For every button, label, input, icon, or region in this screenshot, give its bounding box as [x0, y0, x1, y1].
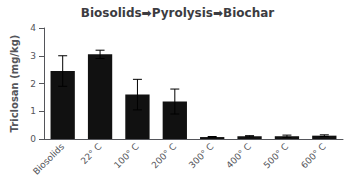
svg-text:400° C: 400° C — [224, 141, 253, 170]
svg-text:4: 4 — [30, 23, 36, 33]
svg-text:Biosolids: Biosolids — [31, 141, 66, 176]
svg-text:2: 2 — [30, 79, 36, 89]
svg-text:300° C: 300° C — [187, 141, 216, 170]
svg-text:600° C: 600° C — [299, 141, 328, 170]
svg-text:1: 1 — [30, 106, 36, 116]
svg-text:0: 0 — [30, 134, 36, 144]
svg-text:3: 3 — [30, 51, 36, 61]
svg-text:Biosolids➡Pyrolysis➡Biochar: Biosolids➡Pyrolysis➡Biochar — [81, 6, 275, 20]
svg-text:500° C: 500° C — [262, 141, 291, 170]
svg-text:200° C: 200° C — [150, 141, 179, 170]
svg-text:Triclosan (mg/kg): Triclosan (mg/kg) — [9, 35, 20, 133]
svg-text:100° C: 100° C — [112, 141, 141, 170]
svg-text:22° C: 22° C — [79, 141, 104, 166]
